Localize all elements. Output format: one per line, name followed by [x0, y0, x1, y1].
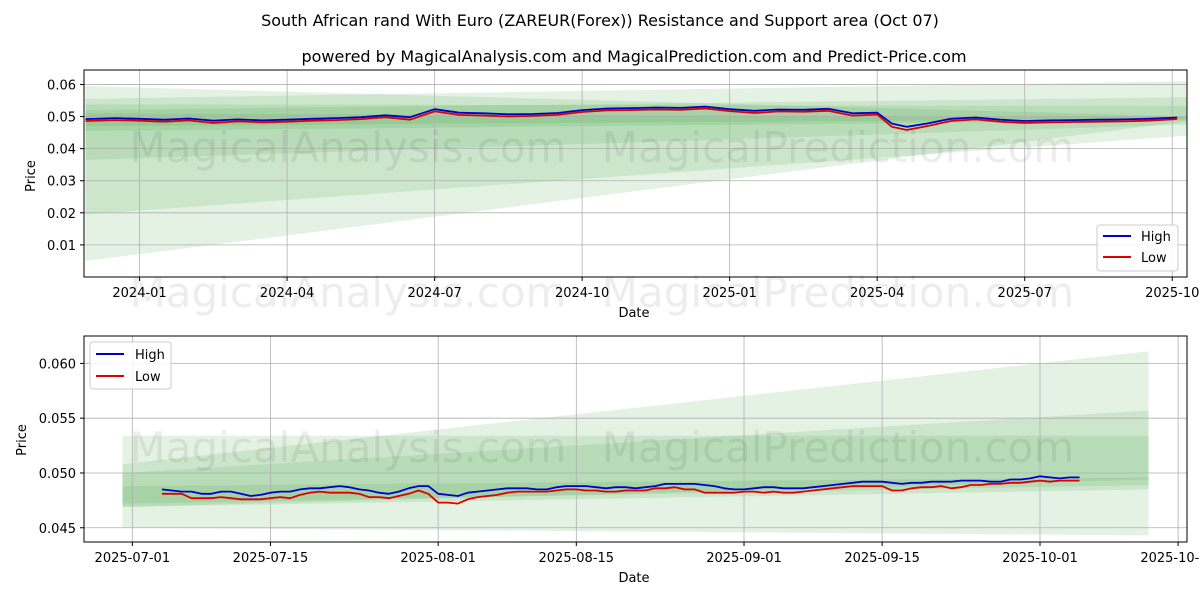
bottom-x-axis-label: Date — [618, 571, 649, 586]
y-tick-label: 0.050 — [39, 467, 76, 482]
x-tick-label: 2025-10-01 — [1002, 551, 1078, 566]
top-axes-frame — [83, 69, 1188, 278]
watermark: MagicalPrediction.com — [602, 123, 1075, 172]
x-tick-label: 2025-04 — [850, 286, 904, 301]
series-high-line — [85, 105, 1178, 128]
series-low-line — [85, 107, 1178, 131]
top-grid — [84, 70, 1187, 277]
legend-high-label: High — [1141, 230, 1171, 245]
y-tick-label: 0.055 — [39, 412, 76, 427]
y-tick-label: 0.02 — [47, 207, 76, 222]
chart-title: South African rand With Euro (ZAREUR(For… — [261, 11, 939, 30]
x-tick-label: 2025-09-01 — [706, 551, 782, 566]
x-tick-label: 2025-10 — [1145, 286, 1199, 301]
x-tick-label: 2024-04 — [260, 286, 314, 301]
legend-low-label: Low — [1141, 251, 1167, 266]
x-tick-label: 2024-10 — [555, 286, 609, 301]
legend-low-label: Low — [135, 370, 161, 385]
x-tick-label: 2025-10-15 — [1140, 551, 1200, 566]
x-tick-label: 2025-01 — [703, 286, 757, 301]
y-tick-label: 0.05 — [47, 111, 76, 126]
series-low-line — [161, 479, 1080, 505]
top-x-axis-label: Date — [618, 306, 649, 321]
x-tick-label: 2025-07 — [998, 286, 1052, 301]
band-2 — [122, 435, 1149, 507]
legend-high-label: High — [135, 348, 165, 363]
bottom-legend: High Low — [89, 341, 172, 390]
top-legend: High Low — [1096, 224, 1179, 272]
watermark: MagicalAnalysis.com — [130, 268, 567, 317]
band-1 — [85, 81, 1188, 215]
band-3 — [85, 104, 1188, 127]
bottom-series — [161, 475, 1080, 505]
watermark: MagicalAnalysis.com — [130, 423, 567, 472]
y-tick-label: 0.04 — [47, 143, 76, 158]
x-tick-label: 2025-08-15 — [539, 551, 615, 566]
bottom-plot-area — [84, 336, 1187, 542]
y-tick-label: 0.03 — [47, 175, 76, 190]
watermark: MagicalAnalysis.com — [130, 123, 567, 172]
bottom-grid — [84, 336, 1187, 542]
y-tick-label: 0.01 — [47, 239, 76, 254]
top-ticks: 2024-01 2024-04 2024-07 2024-10 2025-01 2025-… — [47, 78, 1199, 301]
chart-subtitle: powered by MagicalAnalysis.com and Magic… — [301, 47, 966, 66]
top-plot-area — [84, 70, 1187, 277]
top-y-axis-label: Price — [24, 160, 39, 192]
x-tick-label: 2024-01 — [112, 286, 166, 301]
x-tick-label: 2025-07-15 — [233, 551, 309, 566]
series-high-line — [161, 475, 1080, 497]
y-tick-label: 0.06 — [47, 78, 76, 93]
y-tick-label: 0.045 — [39, 522, 76, 537]
bottom-ticks: 2025-07-01 2025-07-15 2025-08-01 2025-08-15… — [39, 357, 1200, 566]
x-tick-label: 2025-07-01 — [95, 551, 171, 566]
band-0 — [122, 351, 1149, 536]
watermark: MagicalPrediction.com — [602, 423, 1075, 472]
top-series — [85, 105, 1178, 131]
top-panel: MagicalAnalysis.com MagicalPrediction.co… — [24, 69, 1199, 321]
watermark: MagicalPrediction.com — [602, 268, 1075, 317]
y-tick-label: 0.060 — [39, 357, 76, 372]
bottom-axes-frame — [83, 335, 1188, 543]
band-2 — [85, 97, 1188, 160]
bottom-panel: MagicalAnalysis.com MagicalPrediction.co… — [15, 268, 1200, 586]
bottom-y-axis-label: Price — [15, 424, 30, 456]
x-tick-label: 2025-08-01 — [400, 551, 476, 566]
x-tick-label: 2025-09-15 — [844, 551, 920, 566]
x-tick-label: 2024-07 — [407, 286, 461, 301]
